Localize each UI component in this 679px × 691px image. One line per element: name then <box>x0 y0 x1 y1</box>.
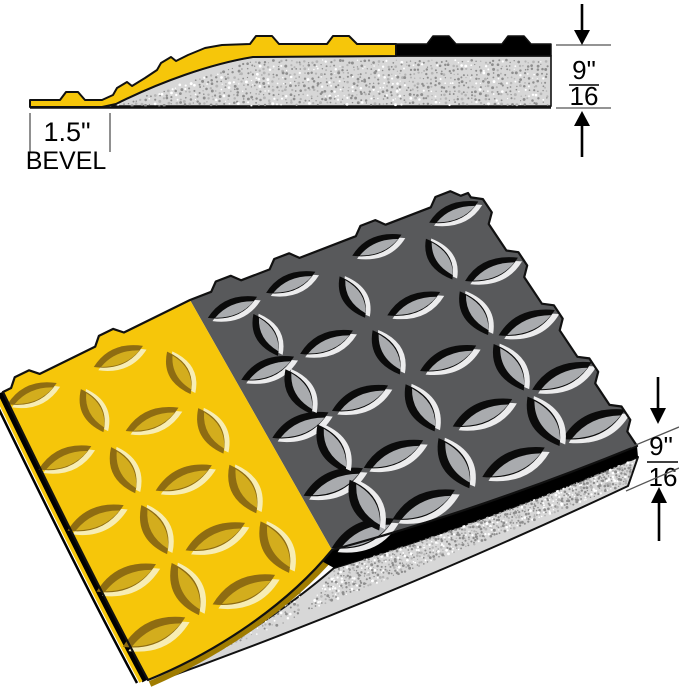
thickness-dimension-top: 9" 16 <box>556 4 611 157</box>
tread-lens <box>38 445 96 474</box>
arrow-head <box>651 487 667 503</box>
tread-lens <box>352 234 406 260</box>
tread-lens <box>266 271 320 297</box>
tread-lens <box>155 464 216 495</box>
tread-lens <box>425 238 458 280</box>
tread-lens <box>170 562 206 616</box>
tread-lens <box>166 351 197 395</box>
mat-left-side-outer-black <box>0 408 139 684</box>
arrow-down-icon <box>650 377 666 424</box>
tread-lens <box>526 396 566 446</box>
tread-lens <box>338 276 371 318</box>
arrow-up-icon <box>574 111 590 157</box>
tread-lens <box>79 388 110 433</box>
tread-lens <box>465 257 523 285</box>
tread-lens <box>185 522 250 555</box>
tread-lens <box>7 382 61 409</box>
tread-lens <box>96 563 161 597</box>
tread-lens <box>452 398 517 431</box>
arrow-down-icon <box>574 4 590 45</box>
mat-outline <box>1 190 639 682</box>
tread-lens <box>272 411 333 443</box>
foam-speckles <box>116 58 549 109</box>
tread-lens <box>331 384 393 416</box>
tread-lens <box>316 424 352 473</box>
arrow-head <box>650 408 666 424</box>
tread-lens <box>482 447 550 482</box>
bevel-dimension: 1.5" BEVEL <box>26 113 111 175</box>
tread-lens <box>140 504 174 555</box>
mat-3d-view <box>0 190 639 687</box>
arrow-head <box>574 111 590 126</box>
arrow-up-icon <box>651 487 667 541</box>
tread-lens <box>241 355 299 384</box>
tread-lens <box>300 329 357 358</box>
tread-lens <box>387 291 445 320</box>
tread-lens <box>252 313 284 356</box>
tread-lens <box>371 329 406 375</box>
cross-section-view <box>29 35 552 109</box>
fraction-numerator: 9" <box>572 55 596 85</box>
tread-lens <box>109 446 142 494</box>
thickness-dimension-bottom: 9" 16 <box>625 377 679 541</box>
tread-lens <box>459 291 494 336</box>
tread-lens <box>498 309 560 340</box>
extension-line-bottom <box>625 467 679 492</box>
tread-lens <box>259 521 296 573</box>
tread-lens <box>404 383 441 432</box>
tread-lens <box>429 201 483 227</box>
tread-lens <box>122 616 190 652</box>
diamond-plate-treads <box>7 201 630 652</box>
tread-lens <box>492 343 530 391</box>
bevel-underside-strip <box>148 552 337 687</box>
tread-lens <box>197 407 230 454</box>
fraction-numerator: 9" <box>649 431 673 461</box>
tread-lens <box>348 479 386 531</box>
tread-lens <box>420 345 481 376</box>
mat-left-side-yellow-layer <box>0 398 143 683</box>
extension-line-top <box>630 426 679 448</box>
tread-lens <box>562 409 630 444</box>
bevel-size-label: 1.5" <box>43 117 90 147</box>
fraction-denominator: 16 <box>649 462 678 492</box>
tread-lens <box>363 439 428 473</box>
tread-lens <box>437 437 476 489</box>
tread-lens <box>125 407 183 436</box>
tread-lens <box>93 345 147 371</box>
tread-lens <box>532 361 597 394</box>
fraction-denominator: 16 <box>570 81 599 111</box>
tread-lens <box>207 296 261 322</box>
bevel-name-label: BEVEL <box>26 147 107 175</box>
surface-cap-black <box>395 35 552 57</box>
edge-band-black <box>318 446 638 568</box>
tread-lens <box>212 574 280 610</box>
tread-lens <box>392 489 460 524</box>
tread-lens <box>284 368 318 415</box>
mat-left-side-black-edge <box>0 391 148 683</box>
bevel-edge-profile <box>29 35 397 108</box>
tread-lens <box>67 504 128 536</box>
arrow-head <box>574 30 590 45</box>
tread-lens <box>303 467 368 501</box>
tread-lens <box>228 464 263 514</box>
